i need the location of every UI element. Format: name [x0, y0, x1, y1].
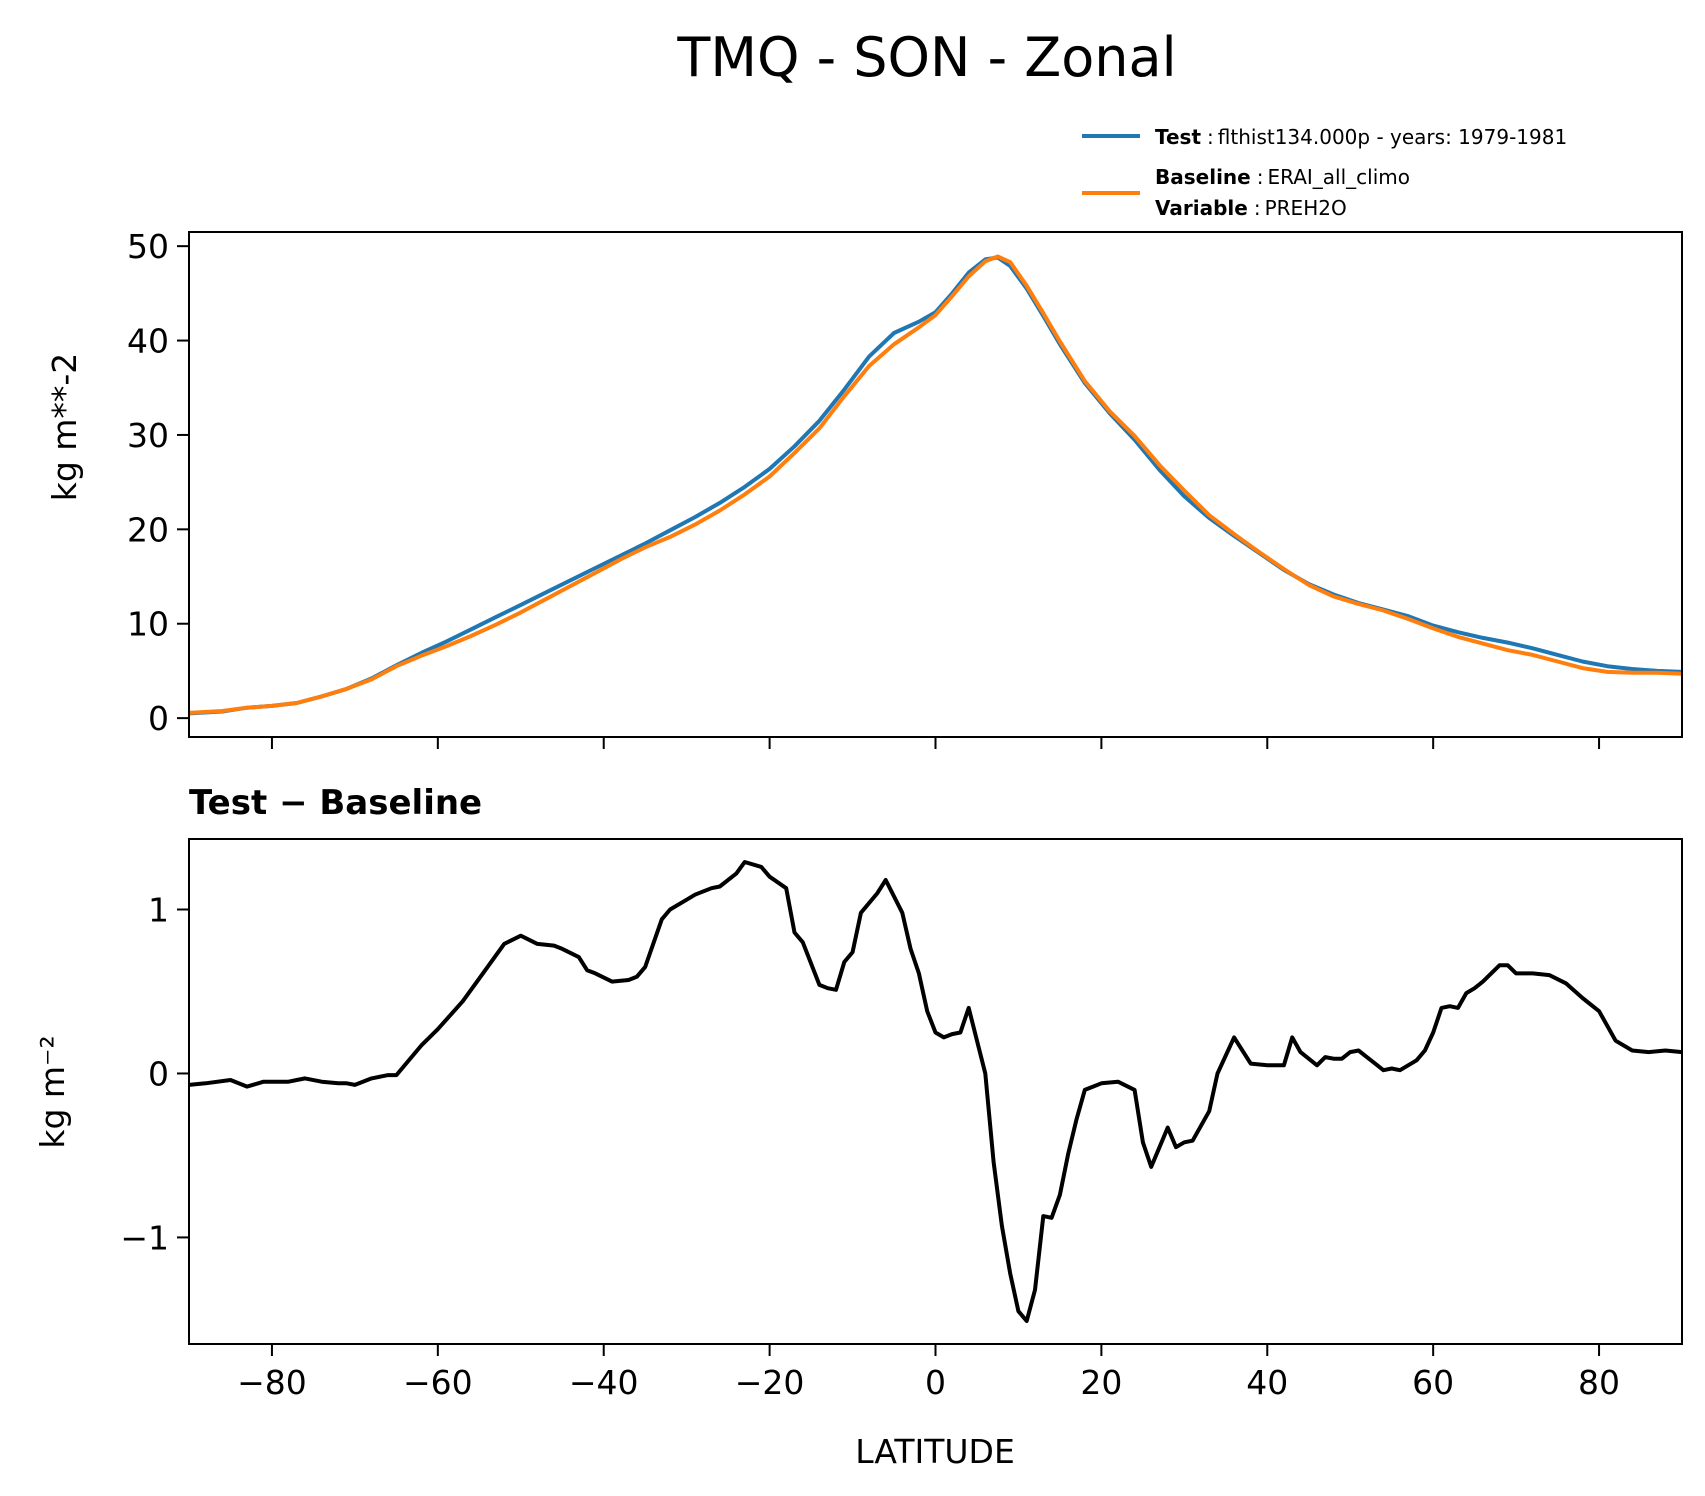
bottom-y-ticks: −1 0 1 — [120, 891, 189, 1257]
top-y-tick-label: 30 — [127, 416, 169, 455]
bottom-x-ticks: −80 −60 −40 −20 0 20 40 60 80 — [237, 1344, 1620, 1402]
top-y-tick-label: 20 — [127, 510, 169, 549]
bottom-x-tick-label: −60 — [403, 1363, 473, 1402]
bottom-x-tick-label: 20 — [1080, 1363, 1122, 1402]
top-y-tick-label: 40 — [127, 322, 169, 361]
bottom-ylabel: kg m⁻² — [33, 1035, 72, 1148]
top-y-tick-label: 10 — [127, 605, 169, 644]
top-axes-frame — [188, 231, 1683, 738]
bottom-x-tick-label: 60 — [1412, 1363, 1454, 1402]
top-x-ticks — [270, 737, 1601, 749]
bottom-x-tick-label: −80 — [237, 1363, 307, 1402]
bottom-x-tick-label: 80 — [1578, 1363, 1620, 1402]
difference-series-line — [188, 860, 1683, 1323]
bottom-x-tick-label: 0 — [925, 1363, 946, 1402]
legend-variable-entry: Variable: PREH2O — [1155, 196, 1347, 220]
bottom-axes-frame — [188, 838, 1683, 1345]
bottom-x-tick-label: −40 — [569, 1363, 639, 1402]
figure-title: TMQ - SON - Zonal — [676, 26, 1176, 89]
bottom-y-tick-label: 0 — [148, 1054, 169, 1093]
test-series-line — [188, 255, 1683, 716]
baseline-series-line — [188, 254, 1683, 715]
bottom-y-tick-label: 1 — [148, 891, 169, 930]
bottom-xlabel: LATITUDE — [855, 1432, 1015, 1471]
legend-baseline-entry: Baseline: ERAI_all_climo — [1155, 165, 1410, 189]
top-ylabel: kg m**-2 — [45, 353, 84, 502]
bottom-panel: Test − Baseline kg m⁻² −1 0 1 −80 −60 −40 −20… — [33, 783, 1683, 1471]
top-y-tick-label: 0 — [148, 699, 169, 738]
legend: Test: flthist134.000p - years: 1979-1981 … — [1082, 125, 1567, 220]
bottom-panel-title: Test − Baseline — [189, 783, 482, 823]
legend-test-entry: Test: flthist134.000p - years: 1979-1981 — [1155, 125, 1567, 149]
top-panel: kg m**-2 0 10 20 30 40 50 — [45, 227, 1683, 749]
bottom-x-tick-label: 40 — [1246, 1363, 1288, 1402]
top-y-ticks: 0 10 20 30 40 50 — [127, 227, 189, 738]
top-y-tick-label: 50 — [127, 227, 169, 266]
bottom-y-tick-label: −1 — [120, 1218, 169, 1257]
bottom-x-tick-label: −20 — [735, 1363, 805, 1402]
